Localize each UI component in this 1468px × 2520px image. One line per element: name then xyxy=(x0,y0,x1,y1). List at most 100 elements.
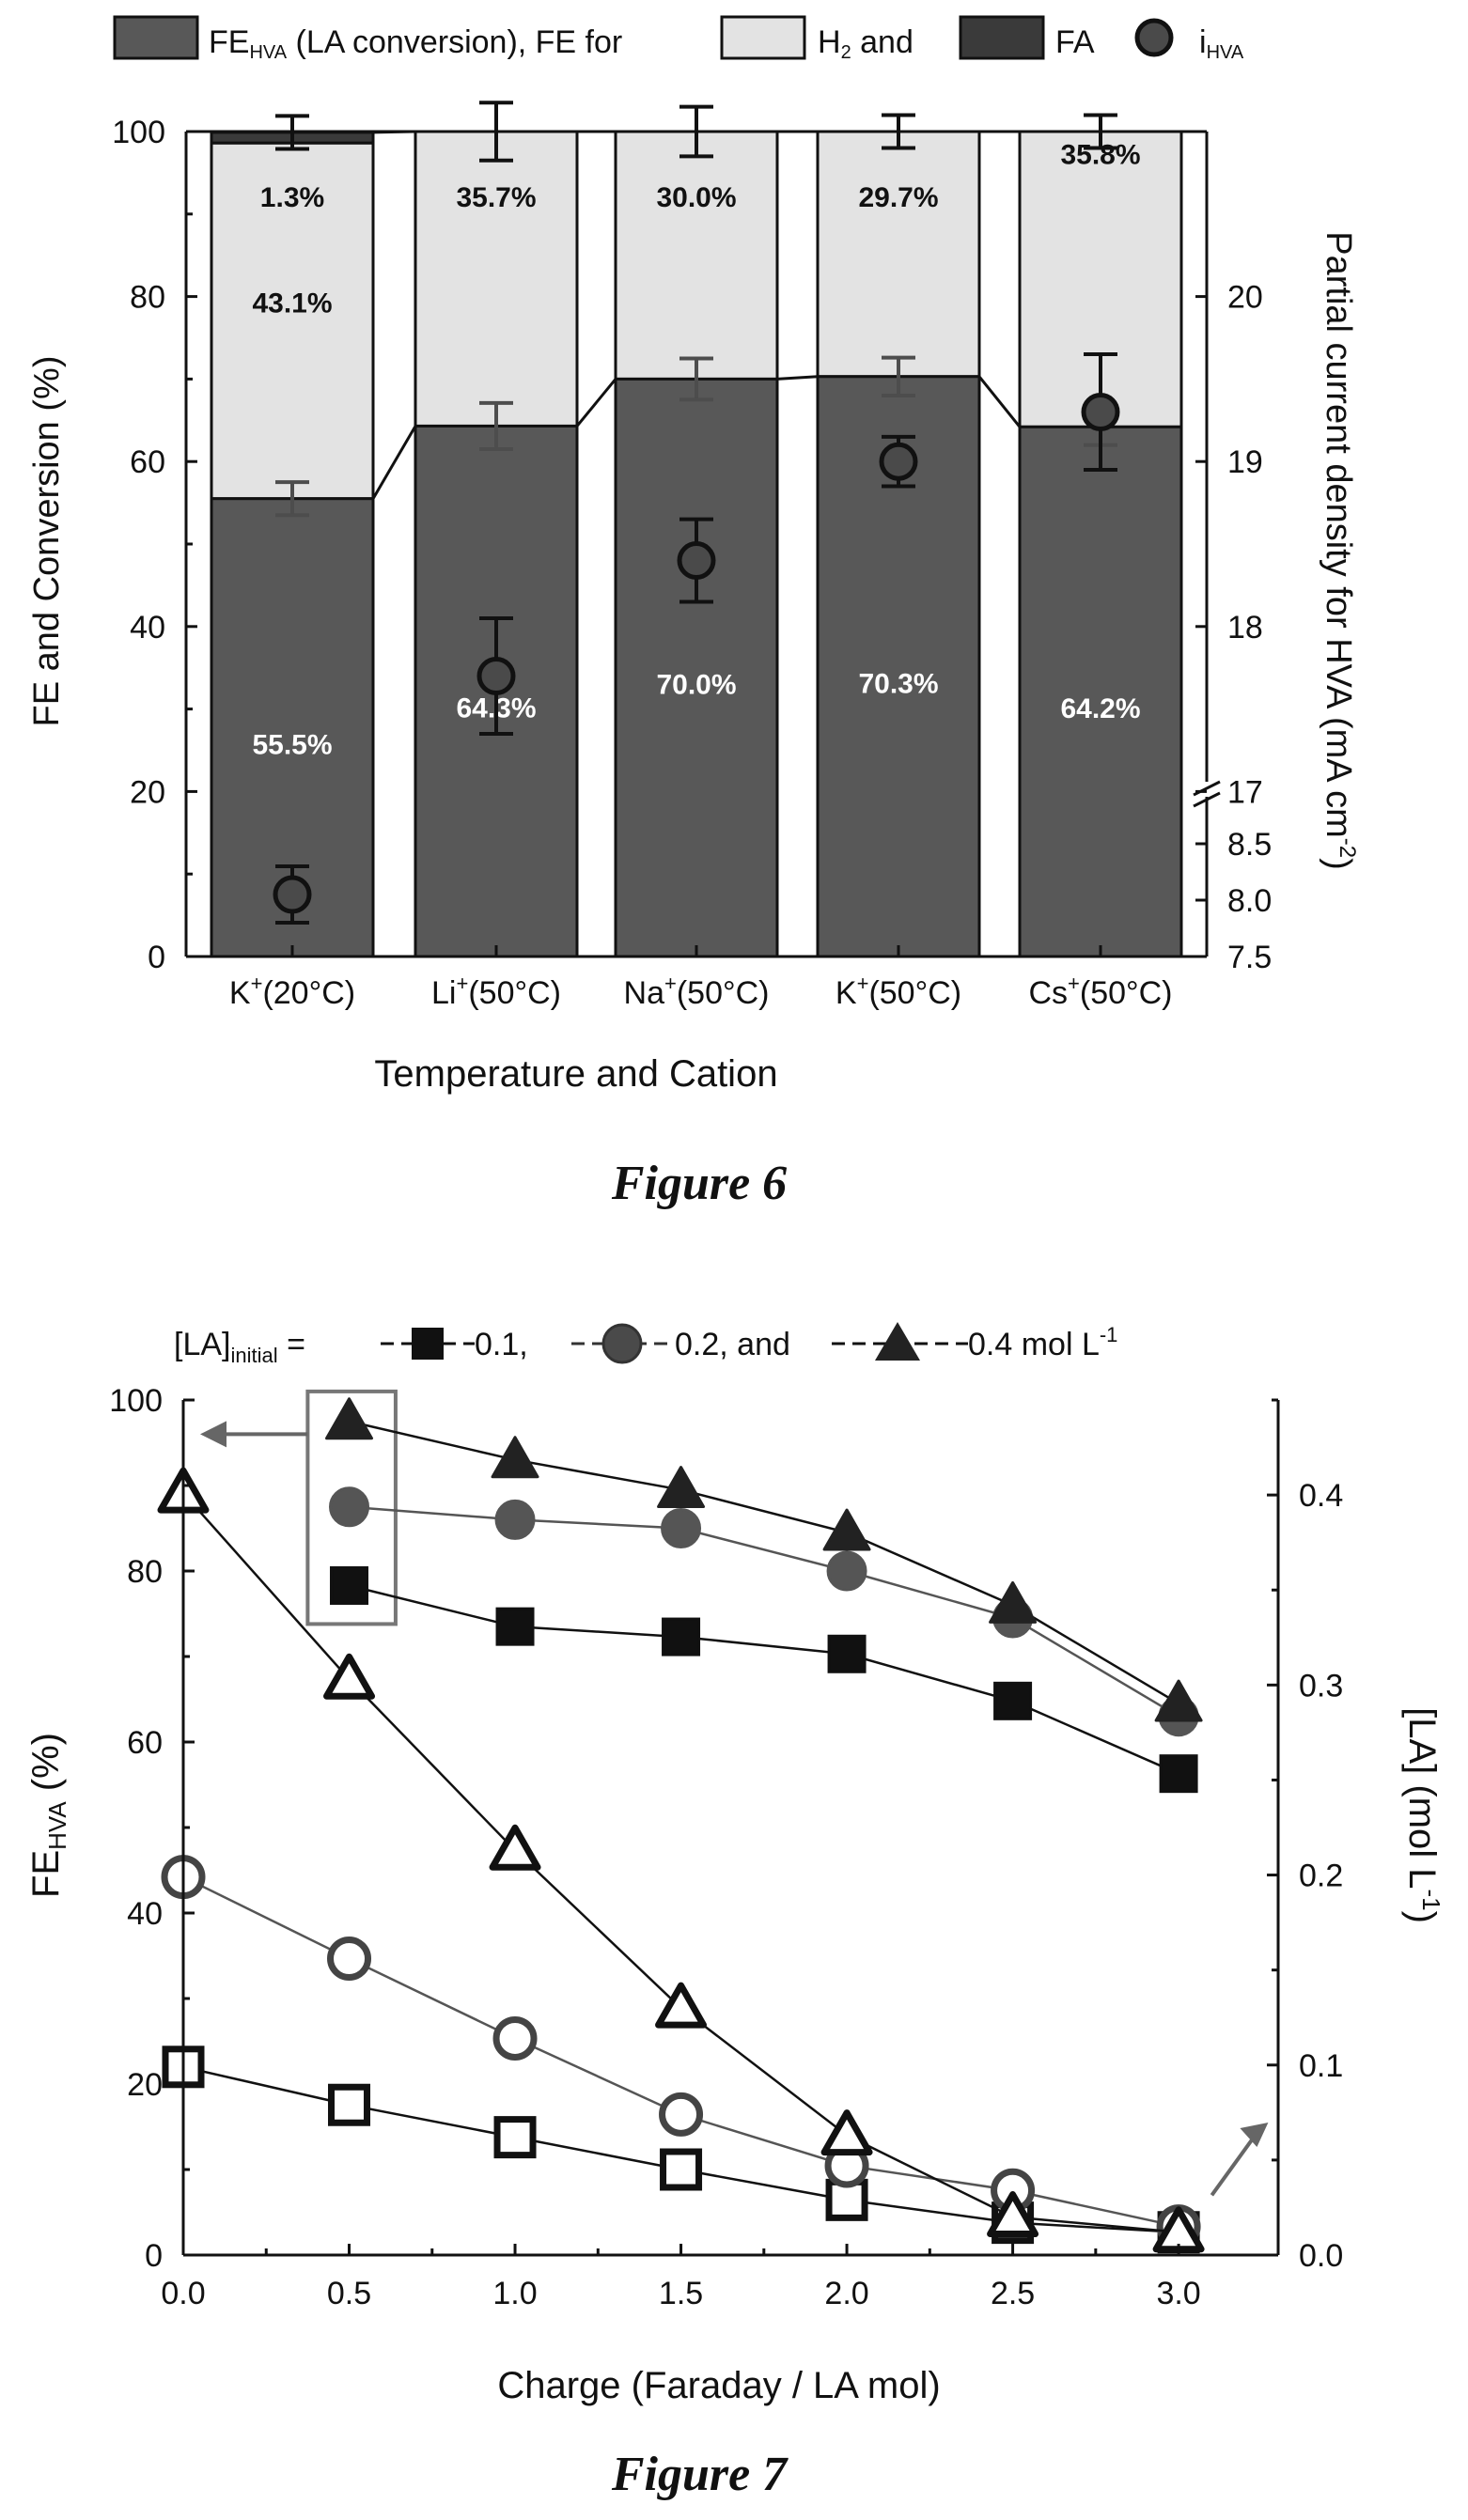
arrow-head-left xyxy=(200,1421,226,1448)
data-point-triangle-filled xyxy=(491,1436,539,1479)
data-point-square-open xyxy=(660,2148,703,2191)
legend-marker-triangle xyxy=(875,1322,920,1361)
x-tick-condition: (50°C) xyxy=(468,975,561,1011)
y2-tick-label: 20 xyxy=(1227,280,1263,316)
y-tick-label: 40 xyxy=(130,610,165,646)
bar-label-h2: 29.7% xyxy=(858,182,938,213)
marker-i-hva xyxy=(1081,393,1120,432)
legend-marker-circle xyxy=(601,1323,643,1364)
y-tick-label: 0 xyxy=(148,940,165,975)
figure-6: FEHVA (LA conversion), FE for H2 and FA … xyxy=(27,15,1360,1210)
marker-i-hva xyxy=(677,541,716,581)
x-tick-label: 1.0 xyxy=(492,2276,537,2311)
y-tick-label: 100 xyxy=(109,1383,163,1419)
x-tick-ion: Cs xyxy=(1028,975,1068,1011)
bar-label-fe-hva: 70.0% xyxy=(656,670,736,701)
y2-tick-label: 18 xyxy=(1227,610,1263,646)
bar-label-fe-hva: 55.5% xyxy=(252,729,332,760)
figure-7-y2-axis-label: [LA] (mol L-1) xyxy=(1401,1707,1445,1923)
legend-label-h2: H2 and xyxy=(818,24,914,63)
figure-6-y-axis-label: FE and Conversion (%) xyxy=(27,356,67,727)
data-point-square-filled xyxy=(662,1617,701,1657)
legend-marker-square xyxy=(412,1328,444,1360)
arrow-head-right xyxy=(1240,2122,1269,2147)
figure-7-x-axis-label: Charge (Faraday / LA mol) xyxy=(497,2365,940,2406)
x-tick-condition: (50°C) xyxy=(868,975,961,1011)
legend-swatch-fa xyxy=(959,15,1045,60)
y-tick-label: 60 xyxy=(127,1725,163,1761)
y-tick-label: 40 xyxy=(127,1896,163,1932)
bar-label-fe-hva: 64.2% xyxy=(1060,693,1140,724)
figure-6-x-axis-label: Temperature and Cation xyxy=(374,1053,777,1095)
x-tick-charge: + xyxy=(1068,972,1080,995)
legend-prefix: [LA]initial = xyxy=(174,1327,305,1367)
data-point-triangle-open xyxy=(820,2109,873,2156)
figure-7-legend: [LA]initial = 0.1, 0.2, and 0.4 mol L-1 xyxy=(174,1322,1117,1367)
bar-h2 xyxy=(210,141,375,501)
bar-fe-hva xyxy=(1018,425,1183,958)
y2-tick-label: 8.5 xyxy=(1227,827,1272,863)
y-tick-label: 80 xyxy=(130,280,165,316)
axis-break-mark xyxy=(1193,791,1221,808)
figure-7-y-axis-label: FEHVA (%) xyxy=(25,1733,71,1898)
data-point-circle-filled xyxy=(494,1499,536,1540)
bar-connector-line xyxy=(575,378,617,428)
x-tick-label: Cs+(50°C) xyxy=(1028,972,1172,1011)
y2-tick-label: 0.1 xyxy=(1299,2048,1343,2084)
bar-label-h2: 43.1% xyxy=(252,288,332,319)
data-point-triangle-filled xyxy=(989,1580,1038,1624)
y2-tick-label: 7.5 xyxy=(1227,940,1272,975)
figure-7: [LA]initial = 0.1, 0.2, and 0.4 mol L-1 … xyxy=(25,1322,1445,2501)
legend-label-0-2: 0.2, and xyxy=(675,1327,790,1362)
x-tick-ion: K xyxy=(229,975,251,1011)
x-tick-charge: + xyxy=(456,972,468,995)
x-tick-label: K+(20°C) xyxy=(229,972,355,1011)
bar-connector-line xyxy=(977,375,1022,428)
y-tick-label: 60 xyxy=(130,444,165,480)
legend-label-0-4: 0.4 mol L-1 xyxy=(968,1323,1117,1362)
data-point-triangle-filled xyxy=(325,1397,374,1440)
x-tick-label: K+(50°C) xyxy=(836,972,961,1011)
figure-6-caption: Figure 6 xyxy=(611,1157,787,1210)
x-tick-label: Li+(50°C) xyxy=(431,972,561,1011)
y2-tick-label: 19 xyxy=(1227,444,1263,480)
x-tick-charge: + xyxy=(251,972,263,995)
figure-7-caption: Figure 7 xyxy=(611,2448,789,2501)
y2-tick-label: 0.3 xyxy=(1299,1668,1343,1703)
data-point-triangle-filled xyxy=(1154,1679,1203,1722)
x-tick-label: 0.5 xyxy=(327,2276,371,2311)
bar-h2 xyxy=(414,130,579,428)
y-tick-label: 100 xyxy=(112,115,165,150)
data-point-triangle-open xyxy=(489,1824,541,1871)
series-line-0-1-left xyxy=(349,1584,1179,1775)
x-tick-label: Na+(50°C) xyxy=(624,972,770,1011)
legend-marker-i-hva xyxy=(1134,18,1174,57)
figure-6-legend: FEHVA (LA conversion), FE for H2 and FA … xyxy=(113,15,1244,63)
highlight-box xyxy=(305,1389,398,1626)
x-tick-condition: (50°C) xyxy=(1080,975,1173,1011)
bar-label-fe-hva: 70.3% xyxy=(858,668,938,699)
legend-label-i-hva: iHVA xyxy=(1199,24,1244,63)
data-point-square-filled xyxy=(1159,1754,1198,1794)
series-line-0-2-left xyxy=(349,1505,1179,1718)
figure-7-plot-area: 0 20 40 60 80 100 0.0 0.1 0.2 0.3 0.4 0.0 0.5 1.0 1.5 2… xyxy=(109,1383,1343,2311)
data-point-triangle-open xyxy=(323,1653,376,1700)
y2-tick-label: 0.0 xyxy=(1299,2238,1343,2274)
y2-tick-label: 8.0 xyxy=(1227,883,1272,919)
x-tick-charge: + xyxy=(857,972,869,995)
legend-label-fa: FA xyxy=(1055,24,1095,60)
data-point-triangle-filled xyxy=(657,1466,706,1509)
data-point-circle-open xyxy=(492,2015,538,2061)
data-point-circle-open xyxy=(327,1937,372,1982)
x-tick-charge: + xyxy=(664,972,677,995)
x-tick-label: 0.0 xyxy=(161,2276,205,2311)
data-point-triangle-open xyxy=(655,1982,708,2029)
marker-i-hva xyxy=(879,442,918,481)
data-point-triangle-filled xyxy=(822,1508,871,1551)
y2-tick-label: 0.2 xyxy=(1299,1859,1343,1894)
figure-6-y2-axis-label: Partial current density for HVA (mA cm-2… xyxy=(1319,231,1360,870)
data-point-circle-filled xyxy=(329,1486,370,1528)
bar-h2 xyxy=(816,130,981,379)
bar-h2 xyxy=(614,130,779,381)
